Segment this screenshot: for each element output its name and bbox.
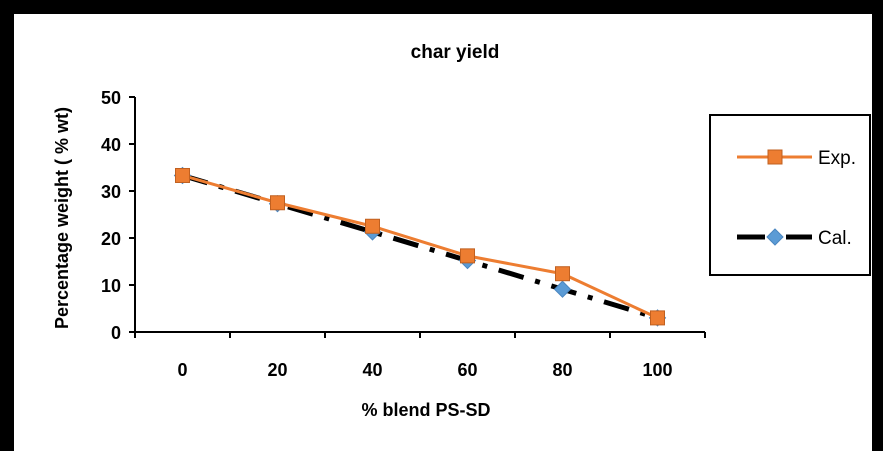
x-tick-label: 0	[177, 360, 187, 380]
x-tick-label: 40	[362, 360, 382, 380]
y-tick-label: 50	[101, 88, 121, 108]
legend-item-cal: Cal.	[737, 228, 852, 249]
x-tick-label: 60	[457, 360, 477, 380]
y-tick-label: 10	[101, 276, 121, 296]
y-tick-label: 40	[101, 135, 121, 155]
legend-box	[709, 114, 871, 276]
y-tick-label: 30	[101, 182, 121, 202]
legend-item-exp: Exp.	[737, 148, 856, 169]
series-line-exp	[182, 174, 659, 320]
x-tick-label: 100	[642, 360, 672, 380]
legend-label: Cal.	[818, 228, 852, 249]
y-axis-label: Percentage weight ( % wt)	[52, 107, 72, 329]
x-tick-label: 80	[552, 360, 572, 380]
data-point-exp	[460, 248, 475, 264]
x-tick-label: 20	[267, 360, 287, 380]
chart-title: char yield	[411, 42, 500, 63]
x-axis-label: % blend PS-SD	[361, 400, 490, 420]
y-tick-labels: 0 10 20 30 40 50	[101, 88, 135, 343]
data-point-exp	[270, 195, 285, 211]
series-layer	[173, 166, 667, 327]
data-point-exp	[650, 310, 665, 326]
legend: Exp. Cal.	[709, 114, 871, 276]
legend-swatch-marker	[766, 228, 784, 246]
legend-label: Exp.	[818, 148, 856, 169]
series-exp	[175, 167, 665, 326]
data-point-exp	[555, 266, 570, 282]
legend-swatch-marker	[767, 149, 783, 165]
x-tick-labels: 0 20 40 60 80 100	[134, 332, 706, 380]
data-point-cal	[553, 280, 572, 298]
y-tick-label: 0	[111, 323, 121, 343]
y-tick-label: 20	[101, 229, 121, 249]
data-point-exp	[175, 167, 190, 183]
legend-items: Exp. Cal.	[737, 148, 856, 249]
data-point-exp	[365, 218, 380, 234]
